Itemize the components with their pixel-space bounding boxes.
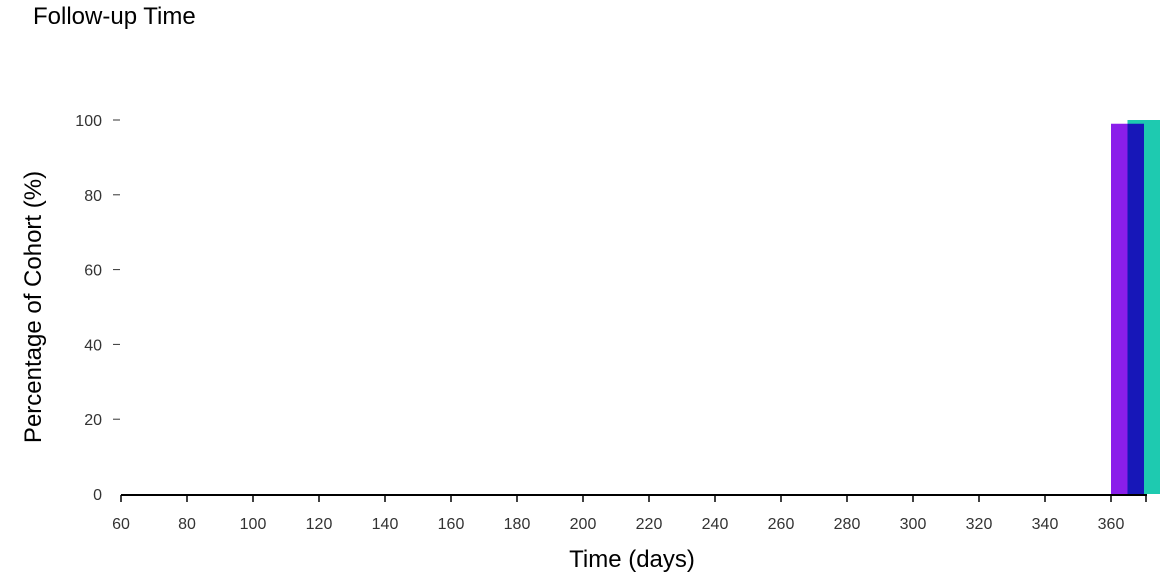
y-tick-label: 100 (75, 113, 102, 130)
x-tick-label: 100 (240, 516, 267, 533)
x-tick-label: 260 (768, 516, 795, 533)
x-tick-label: 320 (966, 516, 993, 533)
x-tick-label: 360 (1098, 516, 1125, 533)
bar-2 (1127, 123, 1144, 495)
y-tick-label: 40 (84, 337, 102, 354)
bar-0 (1111, 123, 1128, 495)
x-tick-label: 180 (504, 516, 531, 533)
y-tick-label: 20 (84, 412, 102, 429)
chart-title: Follow-up Time (33, 3, 196, 30)
x-tick-label: 340 (1032, 516, 1059, 533)
axes-layer: 60 80 100 120 140 160 180 200 220 240 260 280 300 320… (75, 113, 1147, 533)
x-tick-label: 200 (570, 516, 597, 533)
x-tick-label: 240 (702, 516, 729, 533)
x-tick-label: 300 (900, 516, 927, 533)
x-axis-title: Time (days) (569, 546, 695, 573)
x-tick-label: 160 (438, 516, 465, 533)
y-tick-label: 0 (93, 487, 102, 504)
x-tick-label: 60 (112, 516, 130, 533)
y-axis-title: Percentage of Cohort (%) (20, 171, 47, 443)
x-tick-label: 80 (178, 516, 196, 533)
x-tick-label: 280 (834, 516, 861, 533)
x-tick-label: 220 (636, 516, 663, 533)
bars-layer (1111, 120, 1160, 495)
y-tick-label: 60 (84, 263, 102, 280)
x-tick-label: 140 (372, 516, 399, 533)
x-tick-label: 120 (306, 516, 333, 533)
y-tick-label: 80 (84, 188, 102, 205)
